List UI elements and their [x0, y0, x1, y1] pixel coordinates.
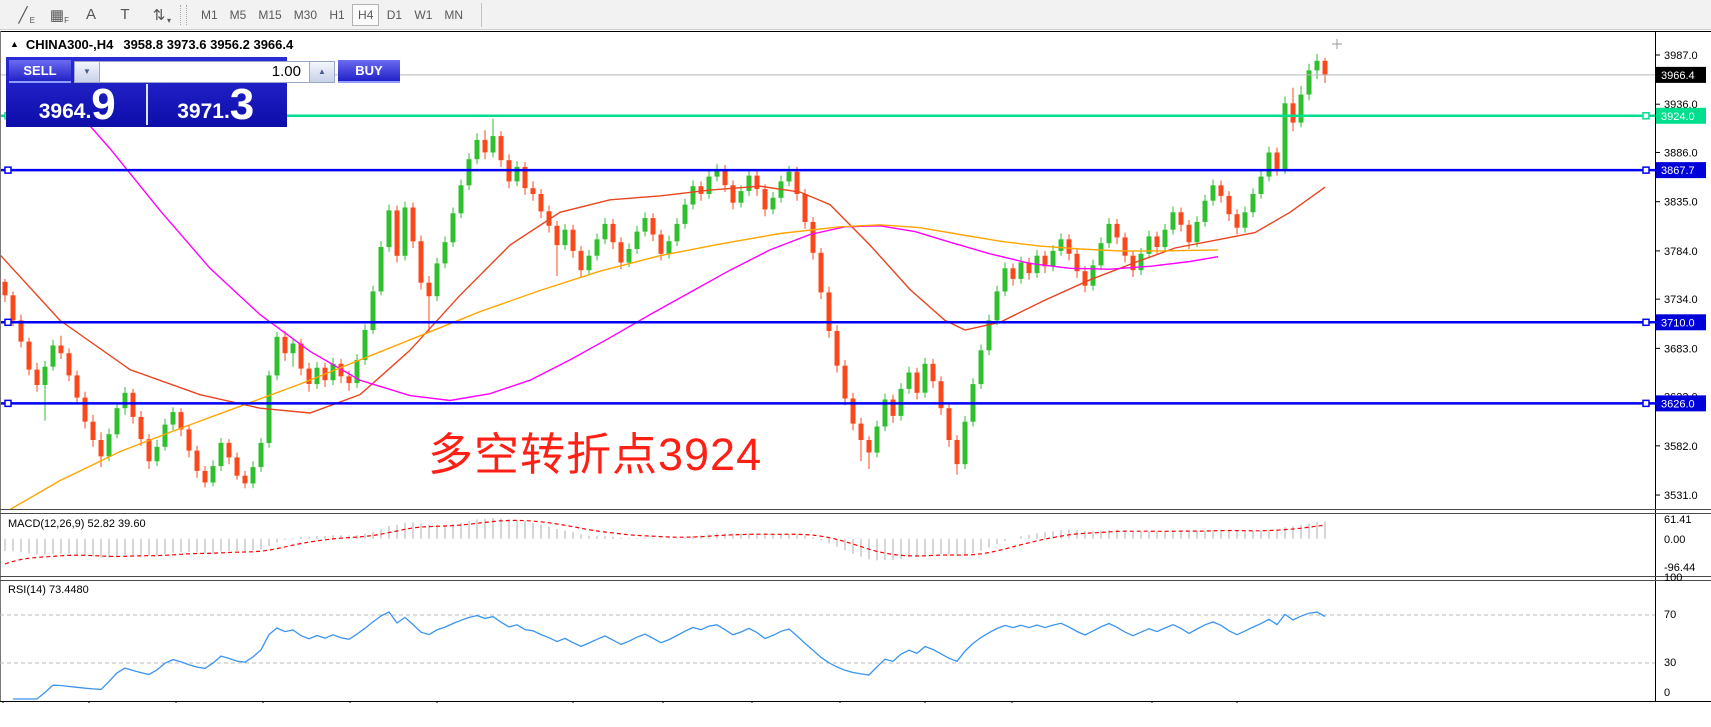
one-click-trade-panel: SELL ▼ ▲ BUY 3964.9 3971.3: [6, 57, 400, 129]
price-tick-label: 3683.0: [1664, 343, 1698, 355]
timeframe-M15[interactable]: M15: [258, 7, 282, 22]
svg-text:3710.0: 3710.0: [1661, 317, 1695, 329]
timeframe-H1[interactable]: H1: [329, 7, 345, 22]
collapse-arrow-icon[interactable]: ▲: [10, 39, 19, 49]
price-tick-label: 3987.0: [1664, 50, 1698, 62]
price-tick-label: 3886.0: [1664, 147, 1698, 159]
horizontal-line-3710.0[interactable]: [0, 318, 1655, 327]
timeframe-M1[interactable]: M1: [201, 7, 218, 22]
svg-text:-96.44: -96.44: [1664, 562, 1695, 574]
horizontal-line-3626.0[interactable]: [0, 399, 1655, 408]
svg-text:100: 100: [1664, 572, 1682, 584]
price-tick-label: 3582.0: [1664, 441, 1698, 453]
volume-input[interactable]: [100, 60, 309, 83]
buy-price-big-digit: 3: [229, 79, 255, 129]
timeframe-M30[interactable]: M30: [293, 7, 318, 22]
timeframe-MN[interactable]: MN: [444, 7, 464, 22]
rsi-panel: [0, 611, 1655, 700]
rsi-label: RSI(14) 73.4480: [8, 584, 89, 596]
buy-price-dot: .: [223, 100, 230, 123]
svg-text:3867.7: 3867.7: [1661, 165, 1695, 177]
ma-magenta-line[interactable]: [57, 89, 1219, 402]
candlestick-series: [2, 54, 1328, 489]
chart-header: ▲ CHINA300-,H4 3958.8 3973.6 3956.2 3966.4: [10, 37, 293, 52]
sell-button[interactable]: SELL: [9, 60, 71, 83]
toolbar-handle[interactable]: [180, 4, 187, 25]
svg-text:3966.4: 3966.4: [1661, 70, 1695, 82]
sell-price-big-digit: 9: [91, 79, 116, 129]
timeframe-H4[interactable]: H4: [352, 3, 380, 26]
text-tool-icon[interactable]: A: [85, 6, 96, 23]
svg-text:3626.0: 3626.0: [1661, 398, 1695, 410]
svg-text:3924.0: 3924.0: [1661, 111, 1695, 123]
price-tick-label: 3835.0: [1664, 197, 1698, 209]
sell-price-dot: .: [85, 100, 92, 123]
timeframe-M5[interactable]: M5: [229, 7, 247, 22]
price-tick-label: 3531.0: [1664, 490, 1698, 502]
buy-price[interactable]: 3971. 3: [148, 79, 285, 129]
price-tick-label: 3734.0: [1664, 294, 1698, 306]
macd-label: MACD(12,26,9) 52.82 39.60: [8, 518, 146, 530]
macd-signal-line: [4, 519, 1326, 565]
fibonacci-tools-icon[interactable]: ▦ F: [49, 6, 69, 25]
chart-canvas[interactable]: 3987.03936.03886.03835.03784.03734.03683…: [0, 31, 1711, 703]
price-badge: [1656, 66, 1706, 83]
ma-red-line[interactable]: [0, 185, 1326, 414]
horizontal-line-3867.7[interactable]: [0, 166, 1655, 174]
price-badge: [1656, 314, 1706, 331]
price-badge: [1656, 107, 1706, 124]
buy-price-main: 3971: [177, 100, 224, 123]
rsi-line: [13, 611, 1326, 700]
arrow-tools-icon[interactable]: ⇅ ▾: [152, 6, 171, 25]
trendline-tools-icon[interactable]: ╱ E: [18, 6, 35, 25]
price-tick-label: 3784.0: [1664, 246, 1698, 258]
toolbar: ╱ E ▦ F A T ⇅ ▾ M1 M5 M15 M30 H1 H4 D1 W1 MN: [0, 0, 1711, 30]
toolbar-separator: [481, 2, 483, 27]
toolbar-tools: ╱ E ▦ F A T ⇅ ▾: [6, 3, 176, 27]
svg-text:0: 0: [1664, 687, 1670, 699]
svg-text:61.41: 61.41: [1664, 514, 1692, 526]
chart-annotation: 多空转折点3924: [428, 429, 763, 480]
label-tool-icon[interactable]: T: [120, 6, 130, 23]
macd-panel: [4, 517, 1326, 565]
timeframe-bar: M1 M5 M15 M30 H1 H4 D1 W1 MN: [195, 3, 469, 26]
sell-price[interactable]: 3964. 9: [9, 79, 148, 129]
timeframe-D1[interactable]: D1: [386, 7, 403, 22]
volume-increase-button[interactable]: ▲: [309, 60, 335, 83]
symbol-label: CHINA300-,H4: [25, 37, 114, 52]
timeframe-W1[interactable]: W1: [414, 7, 433, 22]
ohlc-values: 3958.8 3973.6 3956.2 3966.4: [123, 37, 294, 52]
buy-button[interactable]: BUY: [338, 60, 400, 83]
price-badge: [1656, 395, 1706, 412]
svg-text:70: 70: [1664, 609, 1676, 621]
price-badge: [1656, 162, 1706, 179]
volume-decrease-button[interactable]: ▼: [74, 60, 100, 83]
ma-orange-line[interactable]: [0, 224, 1219, 516]
sell-price-main: 3964: [38, 100, 86, 123]
svg-text:30: 30: [1664, 657, 1676, 669]
svg-text:0.00: 0.00: [1664, 534, 1685, 546]
